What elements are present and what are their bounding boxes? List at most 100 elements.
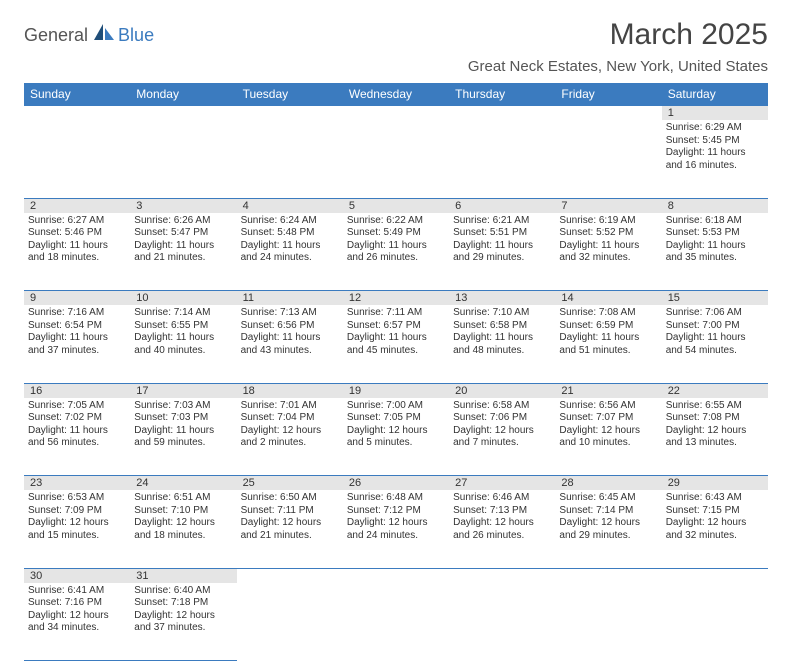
day-detail-line: Daylight: 11 hours [559,332,657,345]
day-detail-line: and 54 minutes. [666,345,764,358]
week-row: Sunrise: 7:16 AMSunset: 6:54 PMDaylight:… [24,305,768,383]
day-number [449,106,555,121]
day-cell: Sunrise: 7:06 AMSunset: 7:00 PMDaylight:… [662,305,768,383]
day-detail-line: Daylight: 11 hours [559,240,657,253]
day-cell: Sunrise: 6:26 AMSunset: 5:47 PMDaylight:… [130,213,236,291]
day-detail-line: Sunrise: 6:27 AM [28,215,126,228]
day-detail-line: Sunset: 7:03 PM [134,412,232,425]
day-detail-line: Sunset: 7:08 PM [666,412,764,425]
day-detail-line: Sunset: 7:07 PM [559,412,657,425]
day-cell: Sunrise: 6:53 AMSunset: 7:09 PMDaylight:… [24,490,130,568]
day-detail-line: Sunset: 7:13 PM [453,505,551,518]
day-detail-line: Sunset: 7:14 PM [559,505,657,518]
day-detail-line: and 34 minutes. [28,622,126,635]
logo-text-general: General [24,25,88,46]
day-detail-line: and 18 minutes. [28,252,126,265]
day-detail-line: Sunset: 6:55 PM [134,320,232,333]
day-detail-line: and 29 minutes. [453,252,551,265]
day-detail-line: and 32 minutes. [559,252,657,265]
day-detail-line: and 56 minutes. [28,437,126,450]
day-cell [130,120,236,198]
day-detail-line: and 48 minutes. [453,345,551,358]
day-header: Saturday [662,83,768,106]
day-detail-line: Sunset: 7:10 PM [134,505,232,518]
day-cell [555,583,661,661]
day-cell: Sunrise: 6:43 AMSunset: 7:15 PMDaylight:… [662,490,768,568]
week-row: Sunrise: 6:29 AMSunset: 5:45 PMDaylight:… [24,120,768,198]
day-detail-line: Daylight: 12 hours [347,517,445,530]
day-cell: Sunrise: 6:22 AMSunset: 5:49 PMDaylight:… [343,213,449,291]
day-number [555,106,661,121]
day-number: 14 [555,291,661,306]
day-cell: Sunrise: 7:11 AMSunset: 6:57 PMDaylight:… [343,305,449,383]
day-detail-line: Daylight: 11 hours [134,240,232,253]
day-detail-line: Sunrise: 6:21 AM [453,215,551,228]
day-detail-line: Daylight: 12 hours [241,425,339,438]
day-detail-line: and 29 minutes. [559,530,657,543]
day-detail-line: and 10 minutes. [559,437,657,450]
day-detail-line: Sunrise: 7:06 AM [666,307,764,320]
day-number: 16 [24,383,130,398]
day-cell: Sunrise: 6:48 AMSunset: 7:12 PMDaylight:… [343,490,449,568]
logo-text-blue: Blue [118,25,154,46]
week-row: Sunrise: 6:27 AMSunset: 5:46 PMDaylight:… [24,213,768,291]
day-cell: Sunrise: 6:24 AMSunset: 5:48 PMDaylight:… [237,213,343,291]
day-detail-line: Sunrise: 7:05 AM [28,400,126,413]
day-detail-line: and 5 minutes. [347,437,445,450]
day-cell: Sunrise: 6:58 AMSunset: 7:06 PMDaylight:… [449,398,555,476]
day-detail-line: and 21 minutes. [241,530,339,543]
day-cell: Sunrise: 7:16 AMSunset: 6:54 PMDaylight:… [24,305,130,383]
day-cell: Sunrise: 7:14 AMSunset: 6:55 PMDaylight:… [130,305,236,383]
day-detail-line: Daylight: 12 hours [453,425,551,438]
day-detail-line: and 32 minutes. [666,530,764,543]
day-detail-line: Sunset: 7:18 PM [134,597,232,610]
day-detail-line: Sunset: 6:56 PM [241,320,339,333]
day-detail-line: Sunset: 7:12 PM [347,505,445,518]
day-number: 12 [343,291,449,306]
day-number: 10 [130,291,236,306]
day-number: 24 [130,476,236,491]
day-cell: Sunrise: 7:10 AMSunset: 6:58 PMDaylight:… [449,305,555,383]
day-number: 15 [662,291,768,306]
location-subtitle: Great Neck Estates, New York, United Sta… [468,58,768,75]
day-detail-line: Daylight: 11 hours [347,332,445,345]
daynum-row: 1 [24,106,768,121]
day-detail-line: Sunrise: 6:56 AM [559,400,657,413]
day-number: 22 [662,383,768,398]
day-detail-line: Daylight: 12 hours [453,517,551,530]
day-number: 6 [449,198,555,213]
day-detail-line: Daylight: 12 hours [241,517,339,530]
week-row: Sunrise: 6:53 AMSunset: 7:09 PMDaylight:… [24,490,768,568]
day-detail-line: Sunset: 5:52 PM [559,227,657,240]
day-detail-line: Sunrise: 7:14 AM [134,307,232,320]
day-header: Wednesday [343,83,449,106]
day-detail-line: Daylight: 11 hours [453,332,551,345]
day-detail-line: Daylight: 12 hours [559,425,657,438]
daynum-row: 23242526272829 [24,476,768,491]
day-detail-line: Sunrise: 6:51 AM [134,492,232,505]
day-detail-line: Sunrise: 7:10 AM [453,307,551,320]
day-detail-line: Sunrise: 6:24 AM [241,215,339,228]
day-detail-line: Daylight: 12 hours [347,425,445,438]
day-number [237,106,343,121]
day-number [24,106,130,121]
day-detail-line: Sunrise: 7:03 AM [134,400,232,413]
day-detail-line: Sunset: 7:02 PM [28,412,126,425]
day-number: 2 [24,198,130,213]
day-detail-line: Sunrise: 7:00 AM [347,400,445,413]
day-number: 28 [555,476,661,491]
day-detail-line: Sunset: 7:09 PM [28,505,126,518]
day-detail-line: and 7 minutes. [453,437,551,450]
day-detail-line: and 35 minutes. [666,252,764,265]
day-detail-line: Sunset: 7:06 PM [453,412,551,425]
day-number [343,106,449,121]
day-number: 18 [237,383,343,398]
day-detail-line: Daylight: 11 hours [28,332,126,345]
day-number: 30 [24,568,130,583]
day-detail-line: and 26 minutes. [347,252,445,265]
day-detail-line: Sunset: 5:47 PM [134,227,232,240]
day-cell: Sunrise: 6:27 AMSunset: 5:46 PMDaylight:… [24,213,130,291]
day-cell [449,120,555,198]
day-cell: Sunrise: 7:08 AMSunset: 6:59 PMDaylight:… [555,305,661,383]
day-detail-line: Daylight: 12 hours [134,517,232,530]
